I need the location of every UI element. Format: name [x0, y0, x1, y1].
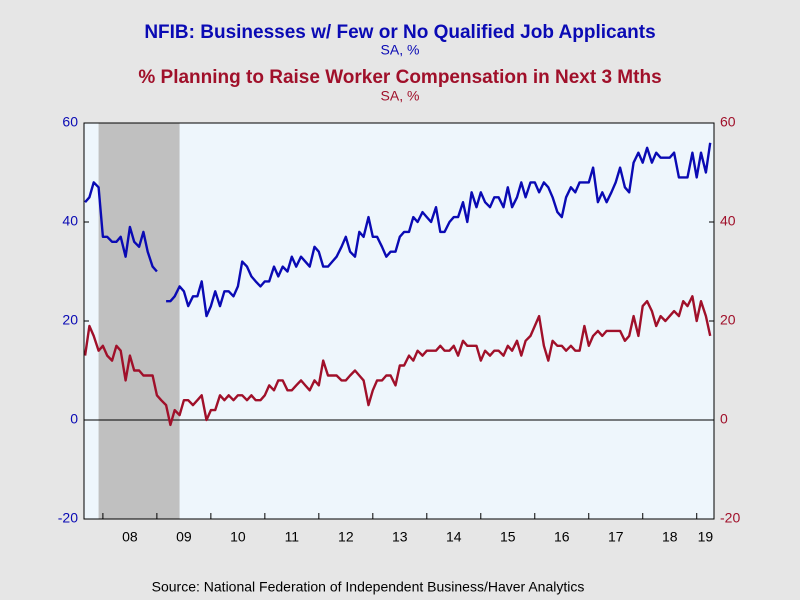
series-line: [84, 142, 712, 318]
x-tick-label: 12: [338, 529, 354, 545]
chart-title: NFIB: Businesses w/ Few or No Qualified …: [144, 22, 655, 43]
y-tick-label: 40: [62, 213, 78, 229]
plot-frame: [83, 122, 715, 520]
y2-tick-label: 0: [720, 411, 728, 427]
series-line: [83, 295, 712, 427]
y2-tick-label: 40: [720, 213, 736, 229]
y2-tick-label: 60: [720, 114, 736, 130]
y-tick-label: -20: [58, 510, 78, 526]
x-tick-label: 16: [554, 529, 570, 545]
recession-shade: [98, 123, 180, 519]
plot-area: [84, 123, 714, 519]
x-tick-label: 10: [230, 529, 246, 545]
x-tick-label: 14: [446, 529, 462, 545]
source-note: Source: National Federation of Independe…: [152, 579, 585, 595]
x-tick-label: 13: [392, 529, 408, 545]
y-tick-label: 20: [62, 312, 78, 328]
chart-title-2: % Planning to Raise Worker Compensation …: [138, 67, 661, 88]
y2-tick-label: 20: [720, 312, 736, 328]
x-tick-label: 15: [500, 529, 516, 545]
y-tick-label: 60: [62, 114, 78, 130]
x-tick-label: 19: [698, 529, 714, 545]
x-tick-label: 17: [608, 529, 624, 545]
x-tick-label: 09: [176, 529, 192, 545]
chart-subtitle: SA, %: [381, 42, 420, 58]
chart-subtitle-2: SA, %: [381, 88, 420, 104]
y2-tick-label: -20: [720, 510, 740, 526]
x-tick-label: 11: [285, 529, 300, 545]
x-tick-label: 08: [122, 529, 138, 545]
y-tick-label: 0: [70, 411, 78, 427]
x-tick-label: 18: [662, 529, 678, 545]
